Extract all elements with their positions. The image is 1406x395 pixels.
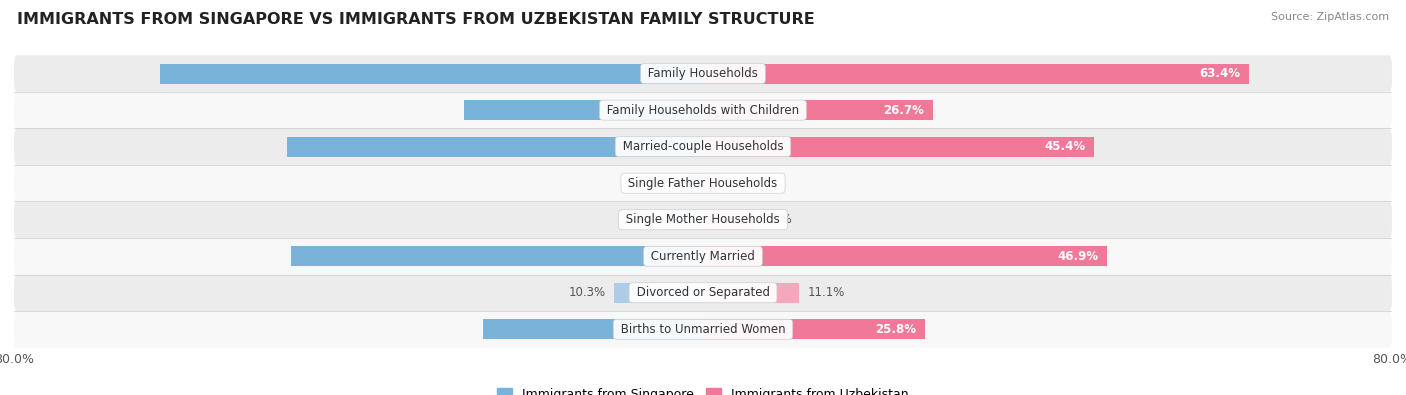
- Text: Family Households with Children: Family Households with Children: [603, 103, 803, 117]
- Text: 45.4%: 45.4%: [1045, 140, 1085, 153]
- Legend: Immigrants from Singapore, Immigrants from Uzbekistan: Immigrants from Singapore, Immigrants fr…: [492, 383, 914, 395]
- Text: 26.7%: 26.7%: [883, 103, 924, 117]
- FancyBboxPatch shape: [14, 165, 1392, 201]
- Text: 5.0%: 5.0%: [621, 213, 651, 226]
- Text: 63.1%: 63.1%: [695, 67, 735, 80]
- Text: 25.8%: 25.8%: [876, 323, 917, 336]
- Bar: [703, 246, 1107, 266]
- Text: 10.3%: 10.3%: [568, 286, 606, 299]
- Text: Births to Unmarried Women: Births to Unmarried Women: [617, 323, 789, 336]
- Text: 48.3%: 48.3%: [695, 140, 735, 153]
- Text: 47.8%: 47.8%: [695, 250, 735, 263]
- Text: Single Mother Households: Single Mother Households: [623, 213, 783, 226]
- Text: Currently Married: Currently Married: [647, 250, 759, 263]
- Text: 1.9%: 1.9%: [648, 177, 678, 190]
- FancyBboxPatch shape: [14, 92, 1392, 128]
- Bar: [659, 210, 703, 230]
- FancyBboxPatch shape: [14, 201, 1392, 238]
- Text: 1.8%: 1.8%: [727, 177, 756, 190]
- Text: 27.8%: 27.8%: [695, 103, 735, 117]
- FancyBboxPatch shape: [14, 275, 1392, 311]
- Text: IMMIGRANTS FROM SINGAPORE VS IMMIGRANTS FROM UZBEKISTAN FAMILY STRUCTURE: IMMIGRANTS FROM SINGAPORE VS IMMIGRANTS …: [17, 12, 814, 27]
- Text: 5.9%: 5.9%: [762, 213, 792, 226]
- Text: 46.9%: 46.9%: [1057, 250, 1098, 263]
- Text: Single Father Households: Single Father Households: [624, 177, 782, 190]
- Bar: [614, 283, 703, 303]
- Bar: [291, 246, 703, 266]
- Text: Divorced or Separated: Divorced or Separated: [633, 286, 773, 299]
- FancyBboxPatch shape: [14, 55, 1392, 92]
- Bar: [703, 100, 934, 120]
- Bar: [464, 100, 703, 120]
- Text: 63.4%: 63.4%: [1199, 67, 1240, 80]
- Bar: [160, 64, 703, 84]
- FancyBboxPatch shape: [14, 128, 1392, 165]
- Bar: [703, 64, 1249, 84]
- Bar: [703, 283, 799, 303]
- Text: 25.6%: 25.6%: [695, 323, 735, 336]
- FancyBboxPatch shape: [14, 238, 1392, 275]
- Bar: [482, 319, 703, 339]
- Bar: [703, 319, 925, 339]
- FancyBboxPatch shape: [14, 311, 1392, 348]
- Text: Source: ZipAtlas.com: Source: ZipAtlas.com: [1271, 12, 1389, 22]
- Bar: [703, 137, 1094, 157]
- Bar: [686, 173, 703, 193]
- Bar: [703, 173, 718, 193]
- Text: Family Households: Family Households: [644, 67, 762, 80]
- Bar: [287, 137, 703, 157]
- Bar: [703, 210, 754, 230]
- Text: Married-couple Households: Married-couple Households: [619, 140, 787, 153]
- Text: 11.1%: 11.1%: [807, 286, 845, 299]
